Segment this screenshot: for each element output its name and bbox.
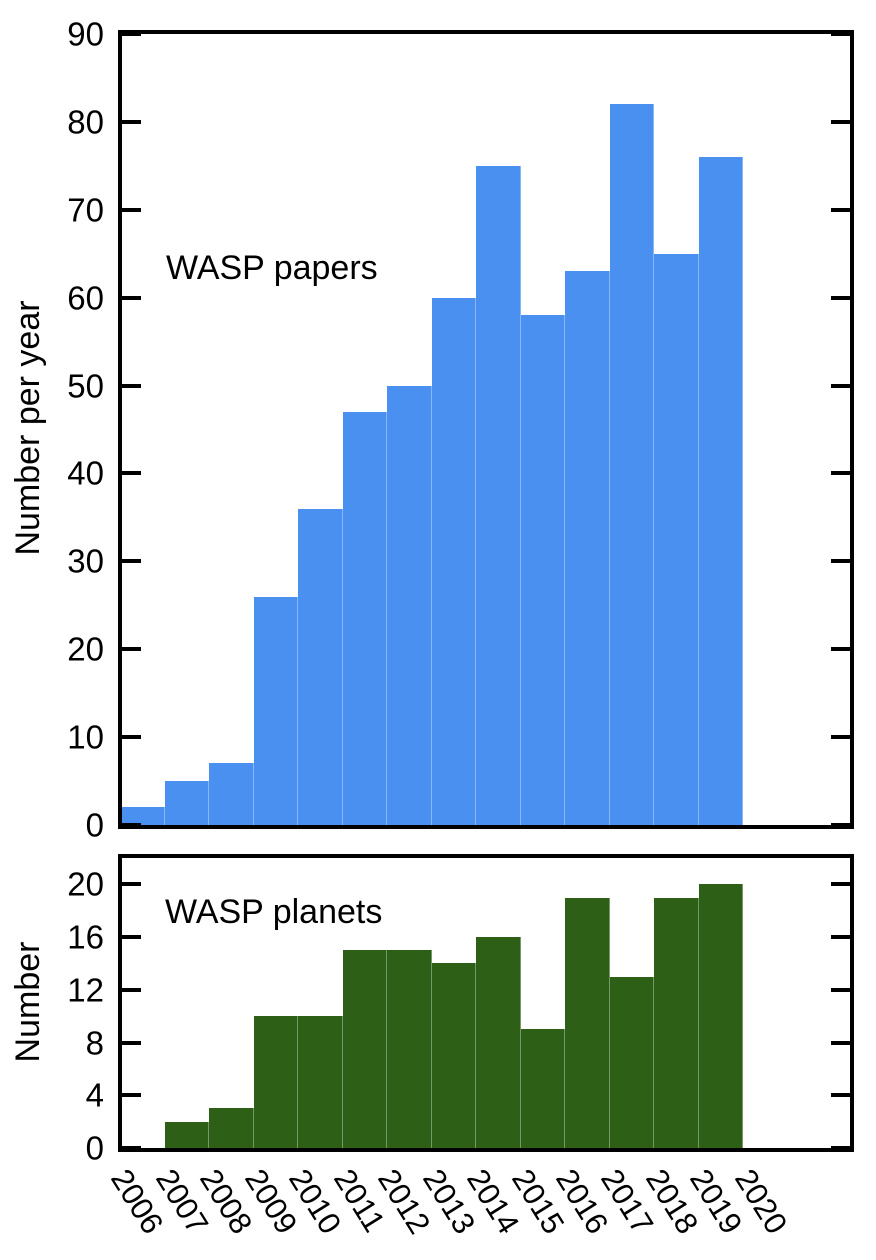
y-tick-mark xyxy=(831,935,850,940)
x-axis-tick-labels: 2006 2007 2008 2009 2010 2011 2012 2013 2014 2015… xyxy=(104,1152,850,1258)
y-tick-mark xyxy=(831,119,850,124)
bar-2010 xyxy=(298,1016,343,1148)
y-tick-label: 70 xyxy=(67,191,104,229)
y-tick-label: 0 xyxy=(85,1129,104,1167)
y-tick-mark xyxy=(122,34,141,36)
y-tick-label: 90 xyxy=(67,15,104,53)
y-tick-mark xyxy=(122,295,141,300)
bar-2009 xyxy=(253,1016,299,1148)
bar-2011 xyxy=(342,411,388,825)
planets-y-tick-labels: 0 4 8 12 16 20 xyxy=(0,858,104,1165)
bar-2012 xyxy=(387,385,432,825)
bar-2015 xyxy=(520,315,566,825)
bar-2017 xyxy=(609,104,655,825)
y-tick-mark xyxy=(122,383,141,388)
y-tick-label: 20 xyxy=(67,865,104,903)
bar-2007 xyxy=(164,1121,210,1148)
y-tick-mark xyxy=(831,882,850,887)
bar-2019 xyxy=(698,157,744,825)
y-tick-label: 40 xyxy=(67,454,104,492)
y-tick-mark xyxy=(122,559,141,564)
y-tick-mark xyxy=(831,34,850,36)
bar-2008 xyxy=(209,763,254,825)
y-tick-mark xyxy=(831,295,850,300)
y-tick-mark xyxy=(831,1093,850,1098)
bar-2006 xyxy=(122,807,165,825)
bar-2018 xyxy=(654,253,699,825)
y-tick-mark xyxy=(831,1146,850,1148)
y-tick-label: 0 xyxy=(85,806,104,844)
bar-2014 xyxy=(476,165,521,825)
y-tick-mark xyxy=(122,1040,141,1045)
bar-2016 xyxy=(565,271,610,825)
y-tick-label: 12 xyxy=(67,971,104,1009)
y-tick-label: 16 xyxy=(67,918,104,956)
y-tick-label: 60 xyxy=(67,279,104,317)
bar-2014 xyxy=(476,937,521,1148)
bar-2016 xyxy=(565,897,610,1148)
papers-panel-title: WASP papers xyxy=(166,249,378,287)
bar-2019 xyxy=(698,884,744,1148)
bar-2011 xyxy=(342,950,388,1148)
bar-2012 xyxy=(387,950,432,1148)
y-tick-mark xyxy=(831,735,850,740)
papers-plot-area: WASP papers xyxy=(122,34,850,825)
y-tick-mark xyxy=(122,1146,141,1148)
bar-2008 xyxy=(209,1108,254,1148)
papers-y-tick-labels: 0 10 20 30 40 50 60 70 80 90 xyxy=(0,18,104,842)
y-tick-mark xyxy=(831,987,850,992)
y-tick-label: 20 xyxy=(67,630,104,668)
papers-y-axis-title: Number per year xyxy=(9,300,47,556)
y-tick-label: 10 xyxy=(67,718,104,756)
planets-plot-area: WASP planets xyxy=(122,858,850,1148)
bar-2010 xyxy=(298,508,343,825)
y-tick-mark xyxy=(122,207,141,212)
y-tick-mark xyxy=(122,471,141,476)
bar-2013 xyxy=(431,963,477,1148)
planets-y-axis-title: Number xyxy=(9,941,47,1063)
y-tick-mark xyxy=(831,383,850,388)
planets-panel: WASP planets xyxy=(118,854,854,1152)
bar-2013 xyxy=(431,297,477,825)
y-tick-label: 4 xyxy=(85,1076,104,1114)
y-tick-mark xyxy=(831,823,850,825)
bar-2007 xyxy=(164,781,210,825)
papers-panel: WASP papers xyxy=(118,30,854,829)
y-tick-mark xyxy=(122,647,141,652)
y-tick-label: 50 xyxy=(67,367,104,405)
y-tick-mark xyxy=(831,559,850,564)
bar-2015 xyxy=(520,1029,566,1148)
y-tick-mark xyxy=(122,935,141,940)
y-tick-mark xyxy=(831,647,850,652)
y-tick-mark xyxy=(122,735,141,740)
y-tick-label: 30 xyxy=(67,542,104,580)
bar-2017 xyxy=(609,976,655,1148)
y-tick-mark xyxy=(122,882,141,887)
y-tick-label: 8 xyxy=(85,1024,104,1062)
y-tick-mark xyxy=(831,207,850,212)
y-tick-mark xyxy=(122,987,141,992)
y-tick-mark xyxy=(831,471,850,476)
y-tick-mark xyxy=(831,1040,850,1045)
planets-panel-title: WASP planets xyxy=(165,893,383,931)
y-tick-mark xyxy=(122,823,141,825)
y-tick-mark xyxy=(122,1093,141,1098)
bar-2018 xyxy=(654,897,699,1148)
bar-2009 xyxy=(253,596,299,825)
y-tick-mark xyxy=(122,119,141,124)
y-tick-label: 80 xyxy=(67,103,104,141)
